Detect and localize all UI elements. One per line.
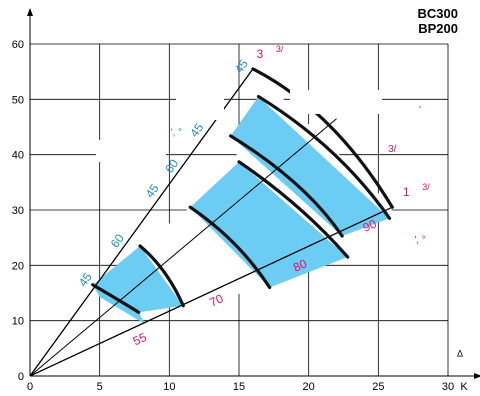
wedge-lower-edge xyxy=(29,206,393,377)
y-tick-label-2: 20 xyxy=(12,260,24,272)
side-mark-1: ' xyxy=(419,105,421,116)
y-tick-label-5: 50 xyxy=(12,94,24,106)
x-axis-arrow xyxy=(474,373,480,379)
bottom-edge-label-2: 80 xyxy=(291,256,309,274)
x-tick-label-0: 0 xyxy=(27,381,33,393)
rays xyxy=(29,68,393,377)
flow-label-2: 1 xyxy=(403,185,410,199)
isoline-4 xyxy=(229,134,344,238)
left-edge-label-6: 45 xyxy=(232,57,251,76)
flow-unit-2: 3/ xyxy=(422,182,430,192)
y-tick-label-0: 0 xyxy=(18,371,24,383)
side-mark-2: ', ° xyxy=(414,235,425,246)
band-region-1 xyxy=(92,245,184,313)
mask-patch-0 xyxy=(96,140,166,162)
y-tick-label-6: 60 xyxy=(12,39,24,51)
mask-patch-2 xyxy=(290,90,382,114)
x-tick-label-3: 15 xyxy=(233,381,245,393)
isoline-2 xyxy=(188,205,272,290)
y-tick-label-3: 30 xyxy=(12,205,24,217)
isoline-5 xyxy=(256,94,392,220)
ray-line-2 xyxy=(29,118,337,377)
x-tick-label-4: 20 xyxy=(303,381,315,393)
bottom-edge-label-0: 55 xyxy=(131,330,149,348)
x-tick-label-5: 25 xyxy=(372,381,384,393)
chart-title-line-1: BC300 xyxy=(417,6,458,21)
band-region-3 xyxy=(190,161,348,288)
bottom-edge-label-3: 90 xyxy=(361,216,379,234)
corner-mark: Δ xyxy=(457,348,463,358)
chart-title: BC300 BP200 xyxy=(418,6,458,36)
axes xyxy=(27,8,480,379)
isoline-3 xyxy=(237,160,350,259)
x-tick-label-1: 5 xyxy=(97,381,103,393)
mask-patches xyxy=(96,90,382,162)
isoline-1 xyxy=(138,244,185,308)
left-edge-label-1: 60 xyxy=(108,231,127,250)
flow-label-0: 3 xyxy=(257,47,264,61)
x-axis-label: K xyxy=(460,381,468,393)
band-region-0 xyxy=(92,284,146,325)
y-axis-arrow xyxy=(27,8,33,16)
isolines xyxy=(91,67,394,314)
chart-title-line-2: BP200 xyxy=(418,21,458,36)
isoline-0 xyxy=(91,283,141,314)
band-region-5 xyxy=(230,96,390,237)
mask-patch-1 xyxy=(176,90,224,120)
isoline-6 xyxy=(251,67,394,209)
side-mark-3: ', ° xyxy=(171,127,182,138)
x-tick-label-6: 30 xyxy=(442,381,454,393)
x-tick-label-2: 10 xyxy=(163,381,175,393)
y-tick-label-1: 10 xyxy=(12,316,24,328)
y-tick-label-4: 40 xyxy=(12,150,24,162)
side-mark-0: 3/ xyxy=(388,144,397,155)
flow-unit-0: 3/ xyxy=(276,44,284,54)
bottom-edge-label-1: 70 xyxy=(207,291,225,309)
wedge-upper-edge xyxy=(29,68,254,377)
band-region-2 xyxy=(140,207,270,306)
